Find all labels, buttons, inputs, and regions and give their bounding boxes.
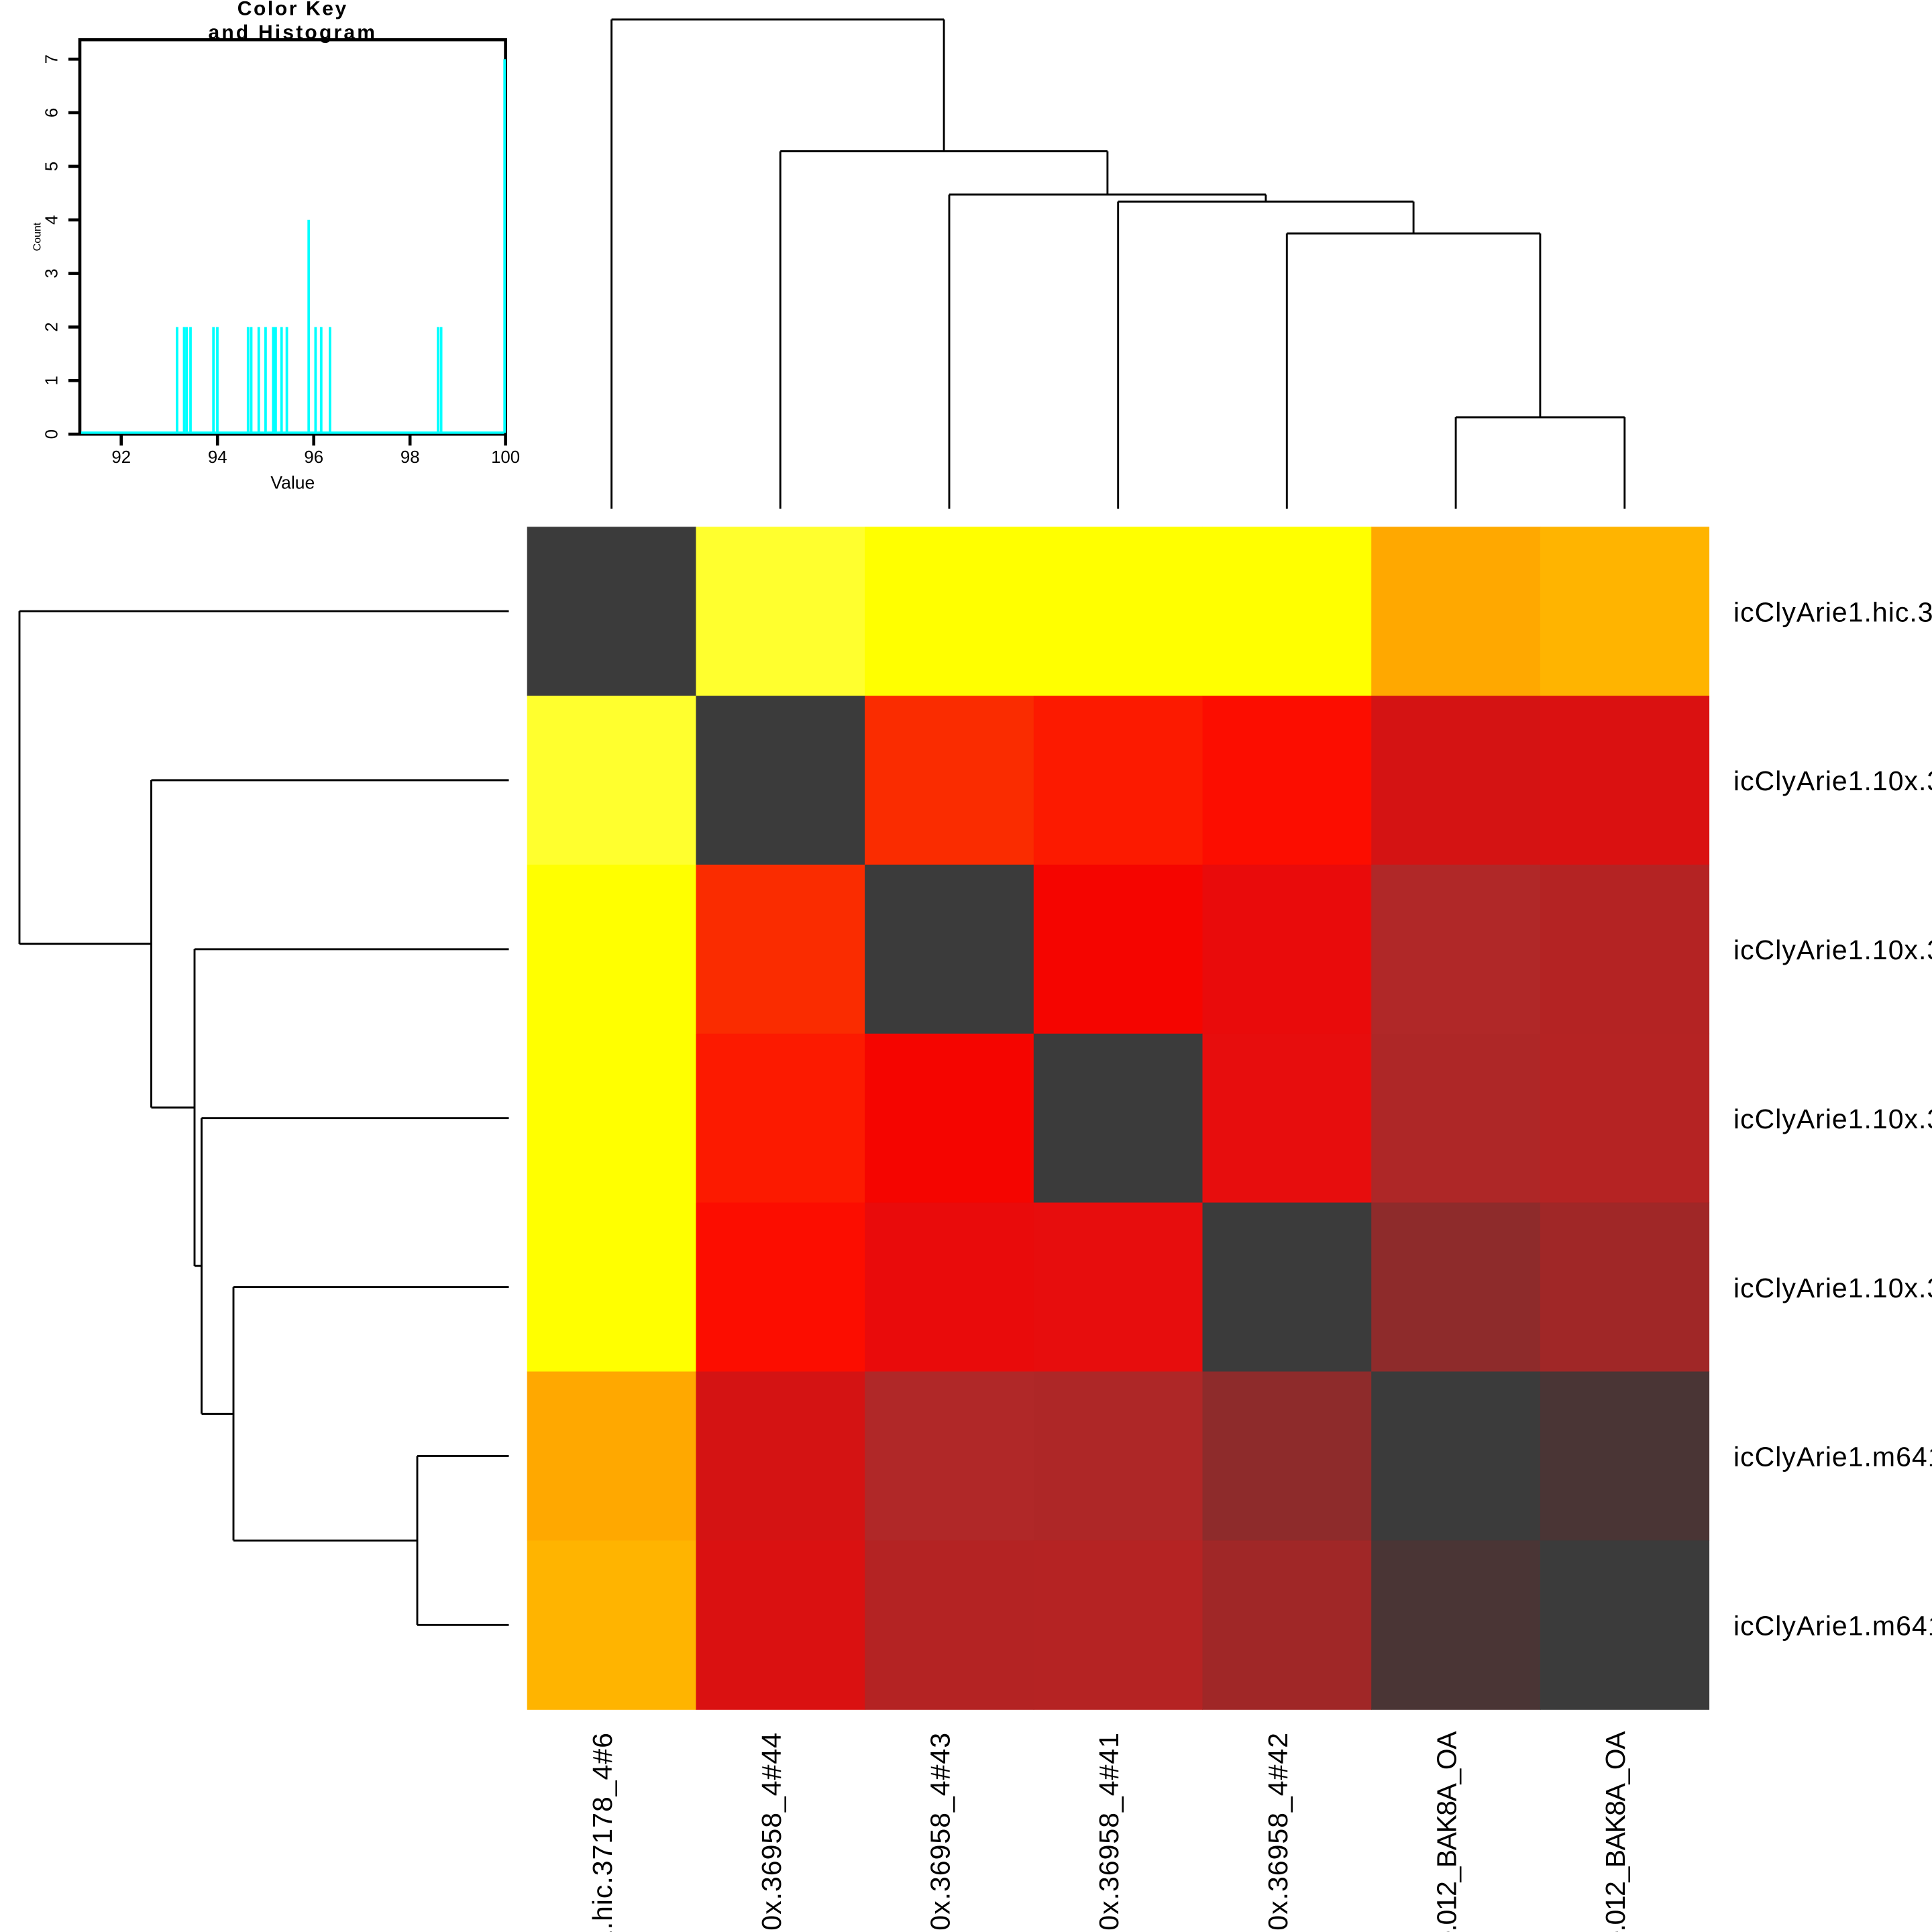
- svg-text:icClyArie1.10x.36958_4#44: icClyArie1.10x.36958_4#44: [1733, 765, 1932, 796]
- svg-text:7: 7: [43, 54, 62, 64]
- svg-text:2: 2: [43, 322, 62, 331]
- svg-text:and Histogram: and Histogram: [208, 21, 377, 44]
- svg-text:Color Key: Color Key: [237, 0, 348, 20]
- svg-text:icClyArie1.hic.37178_4#6: icClyArie1.hic.37178_4#6: [587, 1732, 618, 1932]
- svg-text:icClyArie1.10x.36958_4#44: icClyArie1.10x.36958_4#44: [756, 1732, 787, 1932]
- svg-text:icClyArie1.10x.36958_4#42: icClyArie1.10x.36958_4#42: [1263, 1732, 1293, 1932]
- svg-text:icClyArie1.m64178e.012_BAK8A_O: icClyArie1.m64178e.012_BAK8A_OA: [1733, 1442, 1932, 1472]
- svg-text:1: 1: [43, 376, 62, 385]
- svg-text:4: 4: [43, 215, 62, 225]
- svg-text:Value: Value: [270, 473, 315, 493]
- svg-text:icClyArie1.10x.36958_4#43: icClyArie1.10x.36958_4#43: [925, 1732, 956, 1932]
- svg-text:icClyArie1.10x.36958_4#42: icClyArie1.10x.36958_4#42: [1733, 1273, 1932, 1303]
- svg-text:icClyArie1.10x.36958_4#41: icClyArie1.10x.36958_4#41: [1093, 1732, 1124, 1932]
- svg-text:Count: Count: [32, 222, 44, 251]
- svg-text:icClyArie1.10x.36958_4#41: icClyArie1.10x.36958_4#41: [1733, 1104, 1932, 1134]
- svg-text:94: 94: [208, 448, 227, 467]
- svg-text:0: 0: [43, 429, 62, 439]
- svg-text:100: 100: [491, 448, 520, 467]
- svg-text:icClyArie1.10x.36958_4#43: icClyArie1.10x.36958_4#43: [1733, 934, 1932, 965]
- svg-text:5: 5: [43, 162, 62, 171]
- svg-text:98: 98: [400, 448, 420, 467]
- svg-text:92: 92: [111, 448, 131, 467]
- svg-text:icClyArie1.m64178e.012_BAK8A_O: icClyArie1.m64178e.012_BAK8A_OA: [1432, 1731, 1462, 1932]
- svg-text:icClyArie1.m64178e.012_BAK8A_O: icClyArie1.m64178e.012_BAK8A_OA: [1600, 1731, 1631, 1932]
- svg-text:6: 6: [43, 108, 62, 117]
- svg-text:96: 96: [304, 448, 323, 467]
- svg-text:icClyArie1.m64178e.012_BAK8A_O: icClyArie1.m64178e.012_BAK8A_OA: [1733, 1611, 1932, 1642]
- svg-text:icClyArie1.hic.37178_4#6: icClyArie1.hic.37178_4#6: [1733, 596, 1932, 627]
- svg-text:3: 3: [43, 268, 62, 278]
